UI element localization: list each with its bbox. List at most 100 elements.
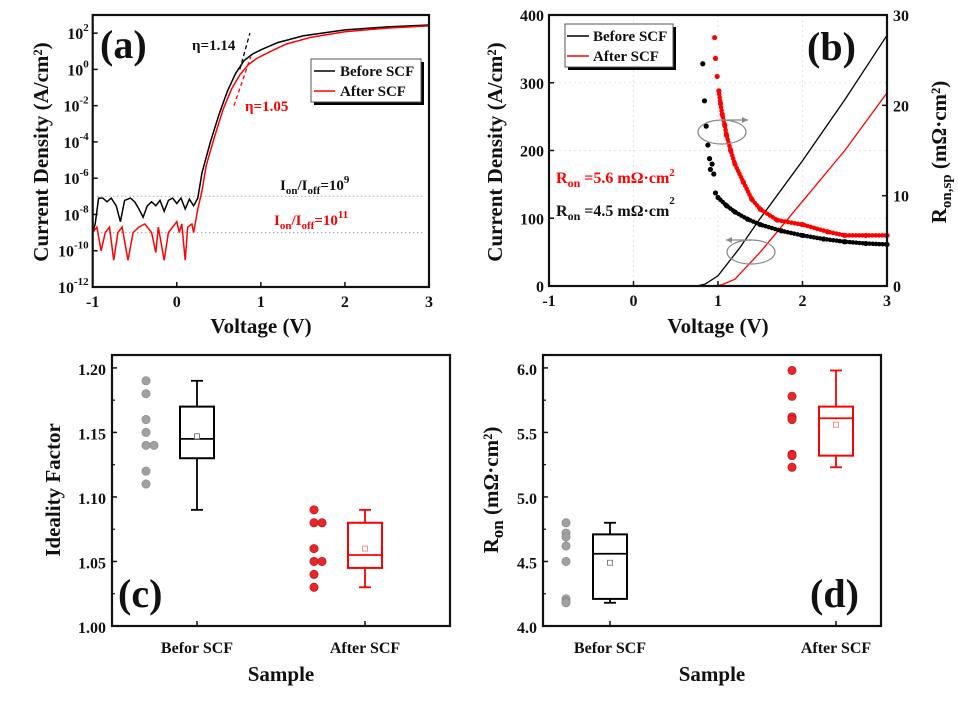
x-axis-title: Voltage (V)	[667, 314, 768, 338]
ron-point-after	[863, 232, 869, 239]
data-point-after	[787, 451, 797, 461]
data-point-before	[561, 532, 571, 542]
panel-d: 4.0 4.5 5.0 5.5 6.0 Befor SCF After SCF (d) Sa…	[479, 353, 883, 686]
ron-point-after	[740, 179, 746, 185]
y-tick-label: 10-12	[58, 276, 89, 297]
ron-point-after	[825, 229, 831, 235]
data-point-before	[561, 541, 571, 551]
ron-trace-after	[716, 88, 890, 238]
ron-point-after	[714, 73, 720, 80]
panel-c: 1.00 1.05 1.10 1.15 1.20 Befor SCF After SCF (…	[41, 353, 452, 686]
ron-point-before	[723, 203, 730, 209]
data-point-before	[561, 556, 571, 566]
category-label-before: Befor SCF	[161, 640, 233, 657]
on-off-ratio-after: Ion/Ioff=1011	[274, 209, 348, 232]
y-tick-label: 1.00	[78, 620, 106, 637]
ron-point-after	[723, 132, 730, 138]
category-label-after: After SCF	[801, 640, 872, 657]
x-tick-label: 0	[630, 293, 638, 310]
ellipse-marker	[726, 239, 776, 265]
arrowhead-icon	[742, 117, 748, 123]
panel-label: (d)	[810, 571, 859, 616]
mean-marker	[607, 559, 613, 566]
y-axis-title: Current Density (A/cm²)	[483, 42, 507, 261]
data-point-after	[309, 518, 319, 528]
y-tick-label: 10-4	[64, 131, 90, 152]
box-after	[309, 505, 383, 592]
x-tick-label: 1	[257, 294, 265, 311]
y-tick-label: 6.0	[517, 362, 537, 379]
legend-label-before: Before SCF	[340, 64, 414, 80]
y-axis-title: Current Density (A/cm²)	[29, 42, 53, 261]
fit-line-before	[239, 32, 251, 70]
mean-marker	[833, 421, 839, 428]
iqr-box	[592, 533, 628, 600]
arrowhead-icon	[726, 237, 732, 243]
data-point-after	[309, 505, 319, 515]
y-axis-title: Ideality Factor	[41, 423, 65, 557]
ron-point-before	[712, 190, 719, 196]
mean-marker	[194, 433, 200, 440]
ron-point-after	[757, 206, 763, 212]
ron-point-before	[732, 209, 738, 215]
box-before	[561, 518, 628, 608]
axis-indicator-left	[726, 237, 776, 265]
ron-point-after	[732, 161, 738, 167]
data-point-before	[561, 518, 571, 528]
ron-point-before	[778, 228, 784, 234]
ron-point-before	[799, 232, 806, 239]
y-tick-label: 1.10	[78, 491, 106, 508]
ron-point-before	[700, 61, 706, 67]
data-point-before	[141, 427, 151, 437]
data-point-after	[787, 365, 797, 375]
ron-point-before	[842, 239, 848, 245]
box-after	[787, 365, 854, 472]
data-point-after	[317, 556, 327, 566]
ron-point-after	[719, 111, 725, 117]
ron-point-before	[711, 171, 717, 177]
y-tick-label: 5.5	[517, 426, 537, 443]
data-point-before	[141, 376, 151, 386]
y-tick-label: 0	[536, 279, 544, 296]
ron-point-after	[722, 122, 728, 128]
series-line-before	[91, 24, 430, 233]
ron-point-after	[712, 34, 718, 41]
iqr-box	[179, 405, 215, 460]
fit-line-after	[233, 56, 252, 106]
data-point-after	[309, 544, 319, 554]
legend-label-before: Before SCF	[593, 29, 667, 45]
y-tick-label: 1.20	[78, 362, 106, 379]
x-tick-label: 0	[173, 294, 181, 311]
ellipse-marker	[697, 119, 747, 145]
y2-tick-label: 20	[893, 98, 909, 115]
y-axis-title: Ron (mΩ·cm²)	[479, 427, 507, 554]
x-tick-label: 3	[883, 293, 891, 310]
x-tick-label: 3	[425, 294, 433, 311]
axis-indicator-right	[697, 117, 748, 145]
x-axis-title: Sample	[248, 662, 315, 686]
y-tick-label: 4.0	[517, 620, 537, 637]
ron-point-before	[821, 236, 827, 242]
ron-point-before	[706, 156, 713, 162]
ron-point-before	[715, 194, 721, 201]
data-point-after	[787, 391, 797, 401]
data-point-before	[141, 415, 151, 425]
ron-point-before	[709, 161, 715, 167]
ron-point-before	[757, 221, 763, 228]
plot-area-a: -1 0 1 2 3 102 100 10-2 10-4 10-6 10-8 10-10 10-12	[58, 13, 433, 311]
y2-axis-title: Ron,sp (mΩ·cm²)	[927, 81, 955, 224]
x-tick-label: -1	[86, 294, 99, 311]
data-point-before	[141, 466, 151, 476]
ron-after-label: Ron =5.6 mΩ·cm2	[556, 167, 675, 190]
eta-before-label: η=1.14	[192, 38, 236, 54]
y-tick-label: 10-10	[58, 240, 89, 261]
data-point-after	[317, 518, 327, 528]
y-tick-label: 102	[67, 22, 89, 43]
plot-area-d: 4.0 4.5 5.0 5.5 6.0 Befor SCF After SCF	[517, 353, 883, 657]
mean-marker	[362, 545, 368, 552]
legend: Before SCF After SCF	[564, 23, 676, 70]
panel-a: (a) Voltage (V) Current Density (A/cm²) …	[29, 13, 433, 338]
y-tick-label: 5.0	[517, 491, 537, 508]
